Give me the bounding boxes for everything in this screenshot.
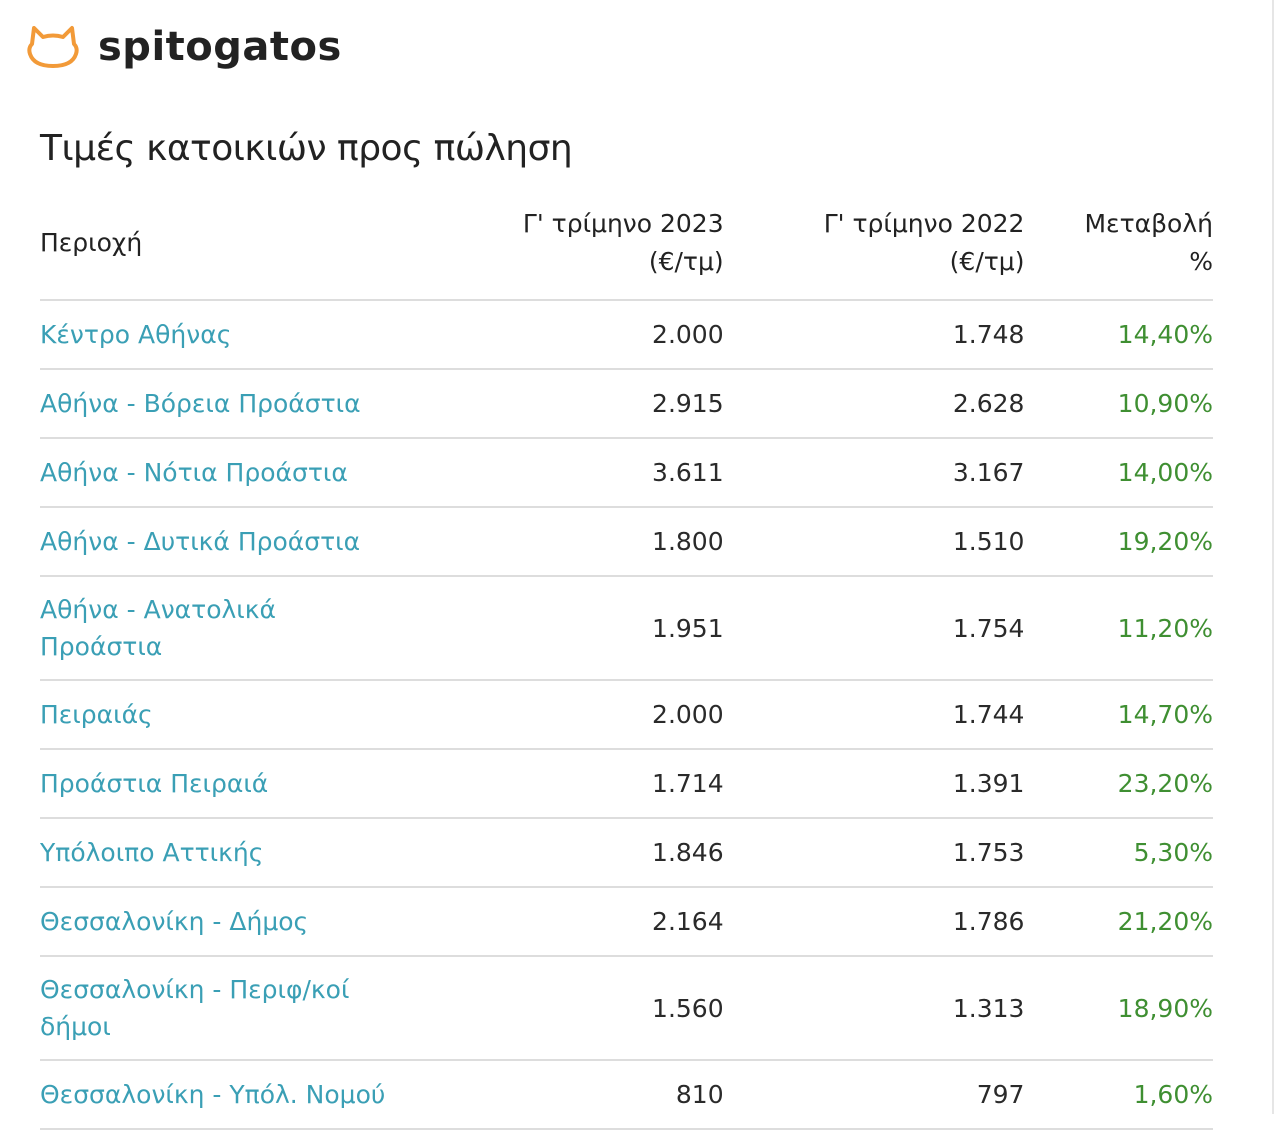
price-2023: 1.560 (652, 993, 724, 1023)
price-2022: 3.167 (952, 458, 1025, 487)
table-row: Θεσσαλονίκη - Δήμος 2.164 1.786 21,20% (40, 887, 1213, 956)
price-2023: 2.915 (652, 389, 724, 418)
header-q3-2023: Γ' τρίμηνο 2023 (€/τμ) (440, 200, 724, 300)
change-percent: 11,20% (1117, 613, 1213, 643)
header-region: Περιοχή (40, 228, 143, 257)
price-2023: 1.846 (652, 838, 724, 867)
price-2023: 2.164 (652, 907, 724, 936)
change-percent: 14,00% (1117, 458, 1213, 487)
region-link[interactable]: Υπόλοιπο Αττικής (40, 838, 264, 867)
change-percent: 19,20% (1117, 527, 1213, 556)
price-2023: 1.800 (652, 527, 724, 556)
price-2022: 1.753 (952, 838, 1025, 867)
header-change-label: Μεταβολή % (1084, 209, 1213, 276)
table-header-row: Περιοχή Γ' τρίμηνο 2023 (€/τμ) Γ' τρίμην… (40, 200, 1213, 300)
page-title: Τιμές κατοικιών προς πώληση (40, 128, 573, 169)
price-2023: 2.000 (652, 700, 724, 729)
region-link[interactable]: Αθήνα - Νότια Προάστια (40, 458, 348, 487)
price-2022: 1.510 (952, 527, 1025, 556)
header-q3-2022-label: Γ' τρίμηνο 2022 (€/τμ) (823, 209, 1025, 276)
region-link[interactable]: Αθήνα - Βόρεια Προάστια (40, 389, 361, 418)
header-change: Μεταβολή % (1024, 200, 1213, 300)
price-2022: 1.391 (952, 769, 1025, 798)
change-percent: 10,90% (1117, 389, 1213, 418)
region-link[interactable]: Αθήνα - Ανατολικά Προάστια (40, 595, 276, 661)
table-row: Προάστια Πειραιά 1.714 1.391 23,20% (40, 749, 1213, 818)
price-2022: 1.748 (952, 320, 1025, 349)
table-row: Αθήνα - Νότια Προάστια 3.611 3.167 14,00% (40, 438, 1213, 507)
table-row: Υπόλοιπο Αττικής 1.846 1.753 5,30% (40, 818, 1213, 887)
change-percent: 5,30% (1133, 838, 1213, 867)
header-q3-2023-label: Γ' τρίμηνο 2023 (€/τμ) (522, 209, 724, 276)
table-row: Αθήνα - Δυτικά Προάστια 1.800 1.510 19,20% (40, 507, 1213, 576)
price-2023: 2.000 (652, 320, 724, 349)
table-row: Κέντρο Αθήνας 2.000 1.748 14,40% (40, 300, 1213, 369)
price-2023: 3.611 (652, 458, 724, 487)
scrollbar-edge (1272, 0, 1274, 1114)
region-link[interactable]: Θεσσαλονίκη - Υπόλ. Νομού (40, 1080, 386, 1109)
region-link[interactable]: Θεσσαλονίκη - Περιφ/κοί δήμοι (40, 975, 350, 1041)
price-2022: 1.754 (952, 613, 1025, 643)
region-link[interactable]: Πειραιάς (40, 700, 153, 729)
logo[interactable]: spitogatos (26, 24, 342, 70)
price-2022: 1.313 (952, 993, 1025, 1023)
table-row: Αθήνα - Ανατολικά Προάστια 1.951 1.754 11,2… (40, 576, 1213, 680)
price-2023: 810 (675, 1080, 724, 1109)
change-percent: 18,90% (1117, 993, 1213, 1023)
change-percent: 1,60% (1133, 1080, 1213, 1109)
region-link[interactable]: Θεσσαλονίκη - Δήμος (40, 907, 309, 936)
change-percent: 21,20% (1117, 907, 1213, 936)
price-2022: 1.744 (952, 700, 1025, 729)
region-link[interactable]: Κέντρο Αθήνας (40, 320, 232, 349)
table-row: Θεσσαλονίκη - Υπόλ. Νομού 810 797 1,60% (40, 1060, 1213, 1129)
cat-logo-icon (27, 26, 79, 68)
change-percent: 23,20% (1117, 769, 1213, 798)
brand-name: spitogatos (98, 24, 342, 70)
region-link[interactable]: Προάστια Πειραιά (40, 769, 269, 798)
price-2023: 1.951 (652, 613, 724, 643)
header-q3-2022: Γ' τρίμηνο 2022 (€/τμ) (724, 200, 1025, 300)
change-percent: 14,70% (1117, 700, 1213, 729)
change-percent: 14,40% (1117, 320, 1213, 349)
table-row: Θεσσαλονίκη - Περιφ/κοί δήμοι 1.560 1.313 1… (40, 956, 1213, 1060)
price-2022: 797 (976, 1080, 1025, 1109)
table-row: Πειραιάς 2.000 1.744 14,70% (40, 680, 1213, 749)
price-2022: 1.786 (952, 907, 1025, 936)
price-2023: 1.714 (652, 769, 724, 798)
prices-table: Περιοχή Γ' τρίμηνο 2023 (€/τμ) Γ' τρίμην… (40, 200, 1213, 1130)
price-2022: 2.628 (952, 389, 1025, 418)
region-link[interactable]: Αθήνα - Δυτικά Προάστια (40, 527, 361, 556)
table-row: Αθήνα - Βόρεια Προάστια 2.915 2.628 10,90% (40, 369, 1213, 438)
